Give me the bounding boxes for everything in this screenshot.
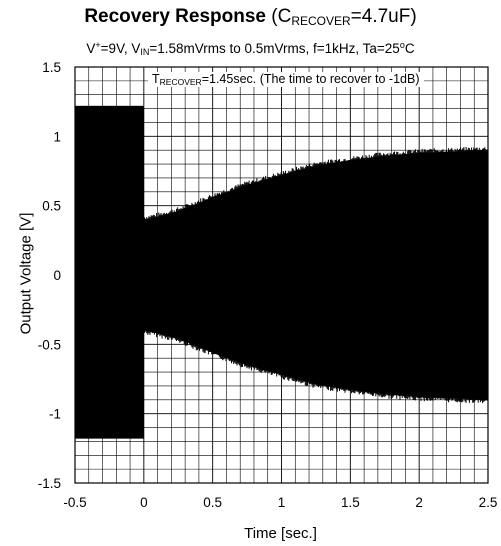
- x-tick-label: 2.5: [479, 495, 498, 510]
- plot-frame: [74, 66, 489, 484]
- subtitle-sup-a: +: [95, 40, 101, 50]
- x-tick-label: 1.5: [341, 495, 360, 510]
- chart-title-main: Recovery Response: [84, 6, 266, 27]
- subtitle-part-b: =9V, V: [100, 41, 141, 56]
- subtitle-sup-c: o: [399, 40, 405, 50]
- x-axis-label: Time [sec.]: [244, 525, 317, 542]
- signal-series: [75, 105, 489, 439]
- x-tick-label: 0.5: [203, 495, 222, 510]
- signal-lower-edge: [144, 327, 488, 404]
- chart-title-open: (C: [265, 6, 292, 27]
- annotation-part-a: T: [152, 72, 160, 86]
- x-tick-labels: -0.5 0 0.5 1 1.5 2 2.5: [63, 495, 497, 510]
- chart-title-rest: =4.7uF): [350, 6, 417, 27]
- annotation-subscript: RECOVER: [159, 77, 202, 87]
- y-tick-labels: 1.5 1 0.5 0 -0.5 -1 -1.5: [38, 60, 61, 491]
- y-axis-label: Output Voltage [V]: [17, 212, 35, 335]
- y-tick-label: 0.5: [42, 199, 61, 214]
- signal-envelope-after-step: [143, 150, 489, 400]
- x-tick-label: 0: [140, 495, 148, 510]
- annotation-part-b: =1.45sec. (The time to recover to -1dB): [201, 72, 420, 86]
- chart-subtitle: V+=9V, VIN=1.58mVrms to 0.5mVrms, f=1kHz…: [0, 40, 501, 57]
- y-tick-label: -1: [49, 407, 61, 422]
- chart-title: Recovery Response (CRECOVER=4.7uF): [0, 6, 501, 28]
- subtitle-sub-b: IN: [140, 47, 150, 57]
- signal-upper-edge: [144, 147, 488, 223]
- x-tick-label: -0.5: [63, 495, 86, 510]
- y-tick-label: -0.5: [38, 337, 61, 352]
- subtitle-part-d: C: [404, 41, 415, 56]
- y-tick-label: 0: [53, 268, 61, 283]
- y-tick-label: 1.5: [42, 60, 61, 75]
- y-tick-label: -1.5: [38, 476, 61, 491]
- subtitle-part-a: V: [86, 41, 96, 56]
- chart-title-subscript: RECOVER: [291, 14, 351, 28]
- signal-block-before-step: [75, 105, 144, 439]
- recovery-time-annotation: TRECOVER=1.45sec. (The time to recover t…: [148, 72, 424, 87]
- x-tick-label: 2: [415, 495, 423, 510]
- subtitle-part-c: =1.58mVrms to 0.5mVrms, f=1kHz, Ta=25: [149, 41, 400, 56]
- y-tick-label: 1: [53, 129, 61, 144]
- x-tick-label: 1: [278, 495, 286, 510]
